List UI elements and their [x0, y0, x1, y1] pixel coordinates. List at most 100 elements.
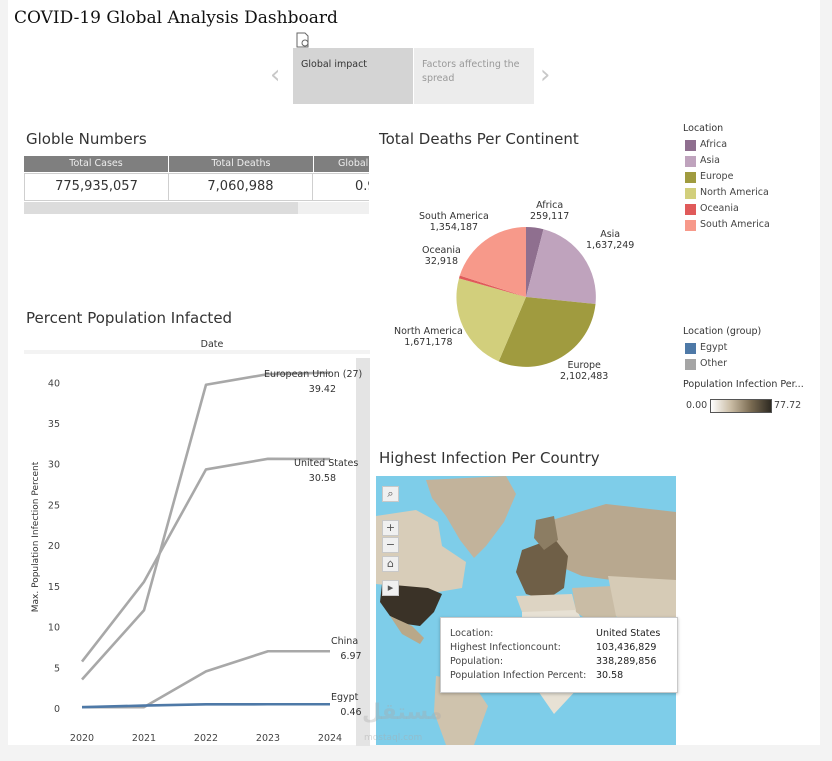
tooltip-row-infection-percent: Population Infection Percent: 30.58 [450, 670, 624, 681]
search-icon[interactable]: ⌕ [382, 486, 399, 502]
location-legend-swatch[interactable] [685, 156, 696, 167]
gradient-max: 77.72 [774, 400, 802, 411]
dashboard-title: COVID-19 Global Analysis Dashboard [14, 8, 338, 28]
group-legend-label[interactable]: Other [700, 358, 727, 369]
location-legend-label[interactable]: Africa [700, 139, 728, 150]
numbers-scroll-thumb[interactable] [24, 202, 298, 214]
series-end-label-name: China [331, 636, 358, 647]
story-point-global-impact[interactable]: Global impact [293, 48, 413, 104]
series-line-china[interactable] [82, 649, 330, 709]
pie-slice-africa[interactable] [526, 226, 544, 297]
value-total-deaths: 7,060,988 [168, 173, 313, 201]
pie-slice-asia[interactable] [526, 229, 596, 304]
line-chart-scrollbar[interactable] [356, 358, 370, 746]
pie-label-asia: Asia 1,637,249 [586, 229, 635, 251]
location-legend-label[interactable]: Asia [700, 155, 720, 166]
zoom-out-icon[interactable]: − [382, 537, 399, 553]
x-tick-label: 2020 [70, 733, 94, 744]
location-legend-label[interactable]: Oceania [700, 203, 739, 214]
south-america-shape[interactable] [434, 676, 488, 745]
story-point-factors[interactable]: Factors affecting the spread [414, 48, 534, 104]
location-legend-label[interactable]: Europe [700, 171, 734, 182]
map-tooltip: Location: United States Highest Infection… [440, 617, 678, 693]
y-tick-label: 25 [48, 500, 60, 511]
value-total-cases: 775,935,057 [24, 173, 169, 201]
line-chart-title: Percent Population Infacted [26, 309, 233, 327]
deaths-title: Total Deaths Per Continent [379, 130, 579, 148]
y-tick-label: 0 [54, 704, 60, 715]
gradient-color-ramp [710, 399, 772, 413]
line-chart-svg[interactable]: Date Max. Population Infection Percent 0 5 1… [24, 336, 370, 746]
tooltip-row-location: Location: United States [450, 628, 661, 639]
location-legend-label[interactable]: South America [700, 219, 770, 230]
pie-label-south-america: South America 1,354,187 [419, 211, 489, 233]
x-tick-label: 2024 [318, 733, 342, 744]
header-global: Global [314, 156, 369, 172]
north-africa-shape[interactable] [516, 594, 576, 612]
pie-slice-south-america[interactable] [459, 227, 526, 297]
x-tick-label: 2021 [132, 733, 156, 744]
tooltip-row-infection-count: Highest Infectioncount: 103,436,829 [450, 642, 657, 653]
numbers-table[interactable]: Total Cases Total Deaths Global 775,935,… [24, 156, 369, 214]
x-axis-title: Date [201, 339, 224, 350]
series-line-united-states[interactable] [80, 457, 331, 663]
y-tick-label: 15 [48, 582, 60, 593]
group-legend-title: Location (group) [683, 326, 762, 337]
russia-shape[interactable] [552, 504, 676, 586]
y-tick-label: 40 [48, 378, 60, 389]
y-tick-label: 35 [48, 419, 60, 430]
y-tick-label: 30 [48, 460, 60, 471]
zoom-in-icon[interactable]: + [382, 520, 399, 536]
location-legend-label[interactable]: North America [700, 187, 769, 198]
line-chart-top-band [24, 350, 370, 354]
series-end-label-value: 30.58 [309, 473, 336, 484]
pie-slice-north-america[interactable] [456, 278, 526, 362]
group-legend-swatch[interactable] [685, 359, 696, 370]
pie-label-africa: Africa 259,117 [530, 200, 570, 222]
deaths-pie-chart[interactable] [455, 226, 597, 368]
location-legend-swatch[interactable] [685, 172, 696, 183]
x-tick-label: 2023 [256, 733, 280, 744]
watermark-logo: مستقل [362, 700, 443, 725]
y-tick-label: 20 [48, 541, 60, 552]
location-legend-swatch[interactable] [685, 220, 696, 231]
mexico-shape[interactable] [390, 616, 424, 644]
location-legend-swatch[interactable] [685, 204, 696, 215]
gradient-min: 0.00 [686, 400, 708, 411]
numbers-scrollbar[interactable] [24, 202, 369, 214]
y-tick-label: 10 [48, 623, 60, 634]
play-icon[interactable]: ▸ [382, 580, 399, 596]
numbers-title: Globle Numbers [26, 130, 147, 148]
series-end-label-name: Egypt [331, 692, 359, 703]
scandinavia-shape[interactable] [534, 516, 558, 550]
series-line-egypt[interactable] [81, 702, 330, 709]
line-chart-area[interactable]: Date Max. Population Infection Percent 0 5 1… [24, 336, 370, 746]
story-navigator-icon[interactable] [296, 32, 310, 48]
location-legend-title: Location [683, 123, 724, 134]
group-legend-label[interactable]: Egypt [700, 342, 728, 353]
map-title: Highest Infection Per Country [379, 449, 600, 467]
pie-slice-oceania[interactable] [459, 275, 526, 298]
location-legend-swatch[interactable] [685, 188, 696, 199]
chevron-left-icon[interactable]: ‹ [270, 60, 281, 90]
location-legend-swatch[interactable] [685, 140, 696, 151]
y-axis-title: Max. Population Infection Percent [31, 461, 41, 612]
value-global: 0.9 [312, 173, 369, 201]
series-end-label-value: 0.46 [340, 707, 361, 718]
header-total-deaths: Total Deaths [169, 156, 313, 172]
chevron-right-icon[interactable]: › [540, 60, 551, 90]
series-line-european-union-27[interactable] [81, 371, 331, 681]
middle-east-shape[interactable] [572, 586, 622, 626]
gradient-legend-title: Population Infection Per... [683, 379, 804, 390]
pie-label-europe: Europe 2,102,483 [560, 360, 609, 382]
group-legend-swatch[interactable] [685, 343, 696, 354]
series-end-label-name: European Union (27) [264, 369, 362, 380]
pie-label-oceania: Oceania 32,918 [422, 245, 461, 267]
pie-slice-europe[interactable] [498, 297, 596, 367]
header-total-cases: Total Cases [24, 156, 168, 172]
series-end-label-value: 39.42 [309, 384, 336, 395]
greenland-shape[interactable] [426, 476, 516, 558]
europe-shape[interactable] [516, 538, 568, 600]
home-icon[interactable]: ⌂ [382, 556, 399, 572]
